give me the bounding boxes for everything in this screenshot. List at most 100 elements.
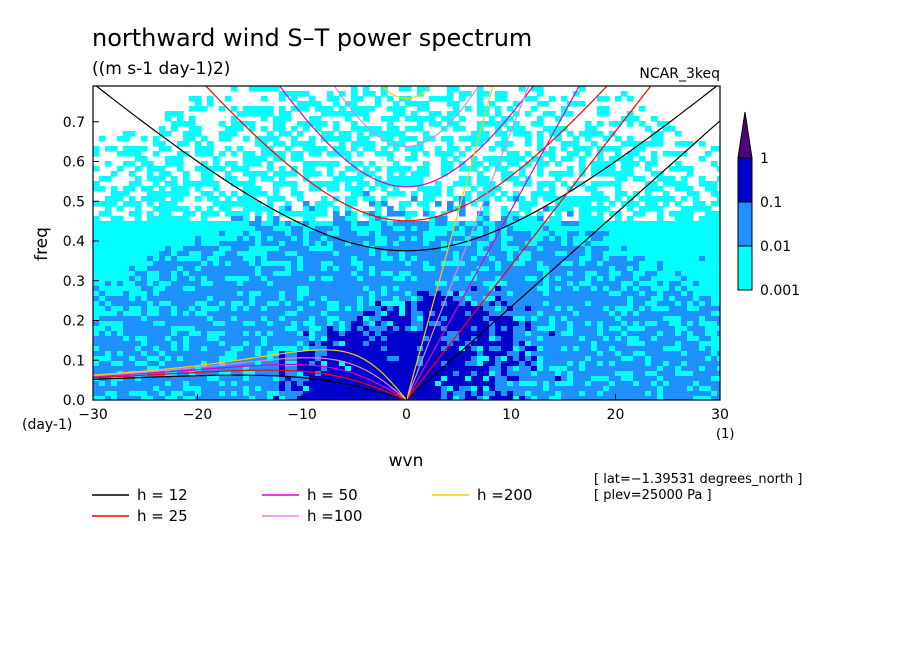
heat-cell [195,241,202,247]
heat-cell [387,396,394,400]
heat-cell [471,201,478,207]
heat-cell [99,271,106,277]
heat-cell [555,326,562,332]
heat-cell [99,201,106,207]
heat-cell [519,311,526,317]
heat-cell [507,196,514,202]
heat-cell [213,341,220,347]
heat-cell [195,246,202,252]
heat-cell [627,266,634,272]
heat-cell [441,286,448,292]
heat-cell [615,176,622,182]
heat-cell [141,136,148,142]
heat-cell [519,336,526,342]
heat-cell [711,291,718,297]
heat-cell [399,351,406,357]
heat-cell [333,226,340,232]
heat-cell [429,371,436,377]
heat-cell [549,351,556,357]
heat-cell [495,246,502,252]
heat-cell [435,151,442,157]
heat-cell [387,266,394,272]
heat-cell [129,326,136,332]
heat-cell [531,336,538,342]
heat-cell [441,136,448,142]
heat-cell [201,231,208,237]
heat-cell [459,251,466,257]
heat-cell [651,196,658,202]
heat-cell [225,241,232,247]
heat-cell [213,236,220,242]
heat-cell [627,136,634,142]
heat-cell [513,281,520,287]
heat-cell [339,356,346,362]
heat-cell [351,121,358,127]
heat-cell [147,296,154,302]
heat-cell [285,351,292,357]
heat-cell [681,186,688,192]
heat-cell [171,296,178,302]
heat-cell [117,261,124,267]
heat-cell [417,356,424,362]
heat-cell [537,266,544,272]
heat-cell [153,176,160,182]
heat-cell [717,331,720,337]
heat-cell [459,331,466,337]
heat-cell [249,246,256,252]
heat-cell [225,161,232,167]
heat-cell [309,146,316,152]
heat-cell [369,186,376,192]
heat-cell [411,381,418,387]
heat-cell [597,151,604,157]
heat-cell [597,281,604,287]
heat-cell [297,371,304,377]
heat-cell [513,196,520,202]
heat-cell [351,236,358,242]
heat-cell [273,181,280,187]
heat-cell [609,171,616,177]
heat-cell [279,266,286,272]
heat-cell [645,331,652,337]
heat-cell [591,166,598,172]
heat-cell [333,351,340,357]
heat-cell [651,256,658,262]
heat-cell [447,266,454,272]
heat-cell [669,391,676,397]
heat-cell [483,121,490,127]
heat-cell [609,211,616,217]
heat-cell [369,266,376,272]
heat-cell [177,341,184,347]
heat-cell [303,166,310,172]
heat-cell [669,246,676,252]
heat-cell [405,116,412,122]
heat-cell [591,281,598,287]
heat-cell [561,301,568,307]
heat-cell [459,136,466,142]
heat-cell [651,296,658,302]
heat-cell [549,216,556,222]
heat-cell [477,371,484,377]
heat-cell [213,321,220,327]
heat-cell [507,321,514,327]
heat-cell [465,106,472,112]
heat-cell [417,291,424,297]
heat-cell [429,316,436,322]
heat-cell [285,321,292,327]
heat-cell [375,356,382,362]
heat-cell [147,231,154,237]
heat-cell [135,261,142,267]
heat-cell [213,196,220,202]
heat-cell [183,261,190,267]
heat-cell [627,206,634,212]
heat-cell [255,326,262,332]
heat-cell [279,311,286,317]
heat-cell [255,256,262,262]
heat-cell [579,246,586,252]
heat-cell [255,261,262,267]
heat-cell [153,306,160,312]
heat-cell [357,336,364,342]
heat-cell [327,161,334,167]
heat-cell [537,191,544,197]
heat-cell [429,276,436,282]
heat-cell [339,246,346,252]
